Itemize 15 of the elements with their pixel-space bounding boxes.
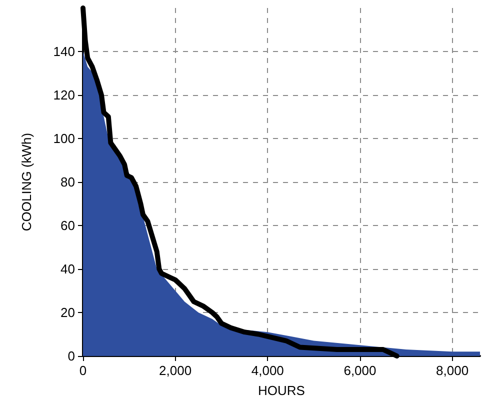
x-tick-label: 8,000: [436, 363, 469, 378]
x-tick-label: 6,000: [344, 363, 376, 378]
x-tick-label: 2,000: [159, 363, 192, 378]
x-tick-label: 4,000: [251, 363, 284, 378]
x-tick-label: 0: [79, 363, 87, 378]
y-tick-label: 20: [60, 305, 75, 320]
x-axis-title: HOURS: [258, 383, 306, 398]
y-tick-label: 40: [60, 262, 75, 276]
y-tick-label: 120: [53, 88, 75, 102]
y-tick-label: 100: [53, 131, 75, 146]
y-axis-title: COOLING (kWh): [19, 132, 34, 232]
y-tick-label: 60: [60, 218, 75, 233]
y-tick-label: 80: [60, 174, 75, 190]
y-tick-label: 0: [68, 348, 75, 364]
y-tick-label: 140: [53, 44, 75, 59]
